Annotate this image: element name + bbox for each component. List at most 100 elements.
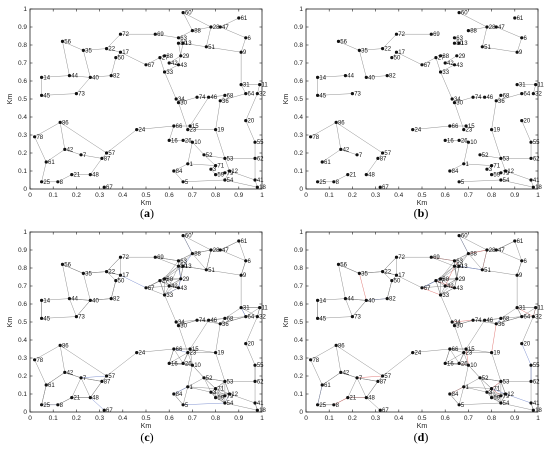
network-edge <box>421 57 437 65</box>
y-tick-label: 0.9 <box>294 247 303 254</box>
network-edge <box>41 316 77 319</box>
node-label: 53 <box>503 379 510 385</box>
sensor-node <box>520 119 524 123</box>
sensor-node <box>464 347 468 351</box>
node-label: 1 <box>190 162 194 168</box>
network-edge <box>187 377 205 387</box>
node-label: 17 <box>122 50 129 56</box>
y-tick-label: 0.5 <box>18 319 27 326</box>
node-label: 74 <box>199 95 206 101</box>
sensor-node <box>309 135 313 139</box>
node-label: 61 <box>517 16 524 22</box>
sensor-node <box>385 297 389 301</box>
node-label: 48 <box>92 396 99 402</box>
node-label: 3 <box>489 167 493 173</box>
node-label: 66 <box>176 347 183 353</box>
node-label: 67 <box>106 185 113 191</box>
sensor-node <box>102 185 106 189</box>
sensor-node <box>457 180 461 184</box>
network-edge <box>155 256 179 262</box>
node-label: 41 <box>533 401 540 407</box>
network-edge <box>155 33 179 39</box>
sensor-node <box>420 63 424 67</box>
network-edge <box>449 386 464 395</box>
network-edge <box>463 386 488 393</box>
sensor-node <box>520 259 524 263</box>
node-label: 8 <box>336 180 340 186</box>
sensor-node <box>40 403 44 407</box>
node-label: 30 <box>180 324 187 330</box>
sensor-node <box>63 370 67 374</box>
node-label: 34 <box>178 320 185 326</box>
network-edge <box>120 274 147 289</box>
sensor-node <box>188 124 192 128</box>
network-edge <box>521 316 534 344</box>
sensor-node <box>253 156 257 160</box>
network-edge <box>240 260 246 276</box>
sensor-node <box>464 124 468 128</box>
sensor-node <box>63 147 67 151</box>
sensor-node <box>181 361 185 365</box>
sensor-node <box>466 363 470 367</box>
sensor-node <box>443 361 447 365</box>
y-tick-label: 0 <box>23 186 27 193</box>
network-edge <box>62 264 84 274</box>
node-label: 66 <box>452 124 459 130</box>
sensor-node <box>390 56 394 60</box>
network-edge <box>106 271 121 276</box>
network-edge <box>192 249 212 254</box>
panel-caption: (c) <box>140 430 153 444</box>
x-tick-label: 0.3 <box>95 192 104 199</box>
sensor-node <box>172 124 176 128</box>
sensor-node <box>56 403 60 407</box>
network-edge <box>164 294 177 323</box>
network-edge <box>421 287 441 296</box>
network-edge <box>500 316 522 319</box>
network-edge <box>182 12 193 31</box>
node-label: 82 <box>389 297 396 303</box>
node-label: 15 <box>468 124 475 130</box>
node-label: 50 <box>118 279 125 285</box>
sensor-node <box>158 56 162 60</box>
x-tick-label: 0.3 <box>95 415 104 422</box>
node-label: 30 <box>456 324 463 330</box>
node-label: 9 <box>519 50 523 56</box>
network-edge <box>435 278 457 281</box>
sensor-node <box>40 180 44 184</box>
node-label: 31 <box>243 83 250 89</box>
node-label: 88 <box>194 29 201 35</box>
sensor-node <box>74 315 78 319</box>
sensor-node <box>438 277 443 281</box>
network-edge <box>454 319 474 326</box>
node-label: 47 <box>498 248 505 254</box>
node-label: 22 <box>108 47 115 53</box>
x-tick-label: 0.4 <box>394 415 403 422</box>
node-label: 86 <box>338 343 345 349</box>
sensor-node <box>190 363 194 367</box>
node-label: 14 <box>43 298 50 304</box>
network-edge <box>463 163 492 166</box>
sensor-node <box>499 156 503 160</box>
sensor-node <box>490 164 494 168</box>
node-label: 80 <box>180 41 187 47</box>
network-edge <box>521 307 536 317</box>
sensor-node <box>58 120 62 124</box>
network-edge <box>173 386 188 395</box>
sensor-node <box>118 255 123 259</box>
node-label: 78 <box>36 135 43 141</box>
node-label: 67 <box>382 408 389 414</box>
sensor-node <box>316 298 320 302</box>
network-edge <box>76 77 91 94</box>
node-label: 3 <box>213 167 217 173</box>
node-label: 80 <box>180 264 187 270</box>
network-edge <box>396 274 423 289</box>
sensor-node <box>109 297 113 301</box>
x-tick-label: 0.5 <box>417 415 426 422</box>
node-label: 84 <box>452 392 459 398</box>
node-label: 15 <box>468 347 475 353</box>
sensor-node <box>385 74 389 78</box>
network-edge <box>178 43 184 65</box>
sensor-node <box>135 351 139 355</box>
y-tick-label: 0.2 <box>18 150 27 157</box>
